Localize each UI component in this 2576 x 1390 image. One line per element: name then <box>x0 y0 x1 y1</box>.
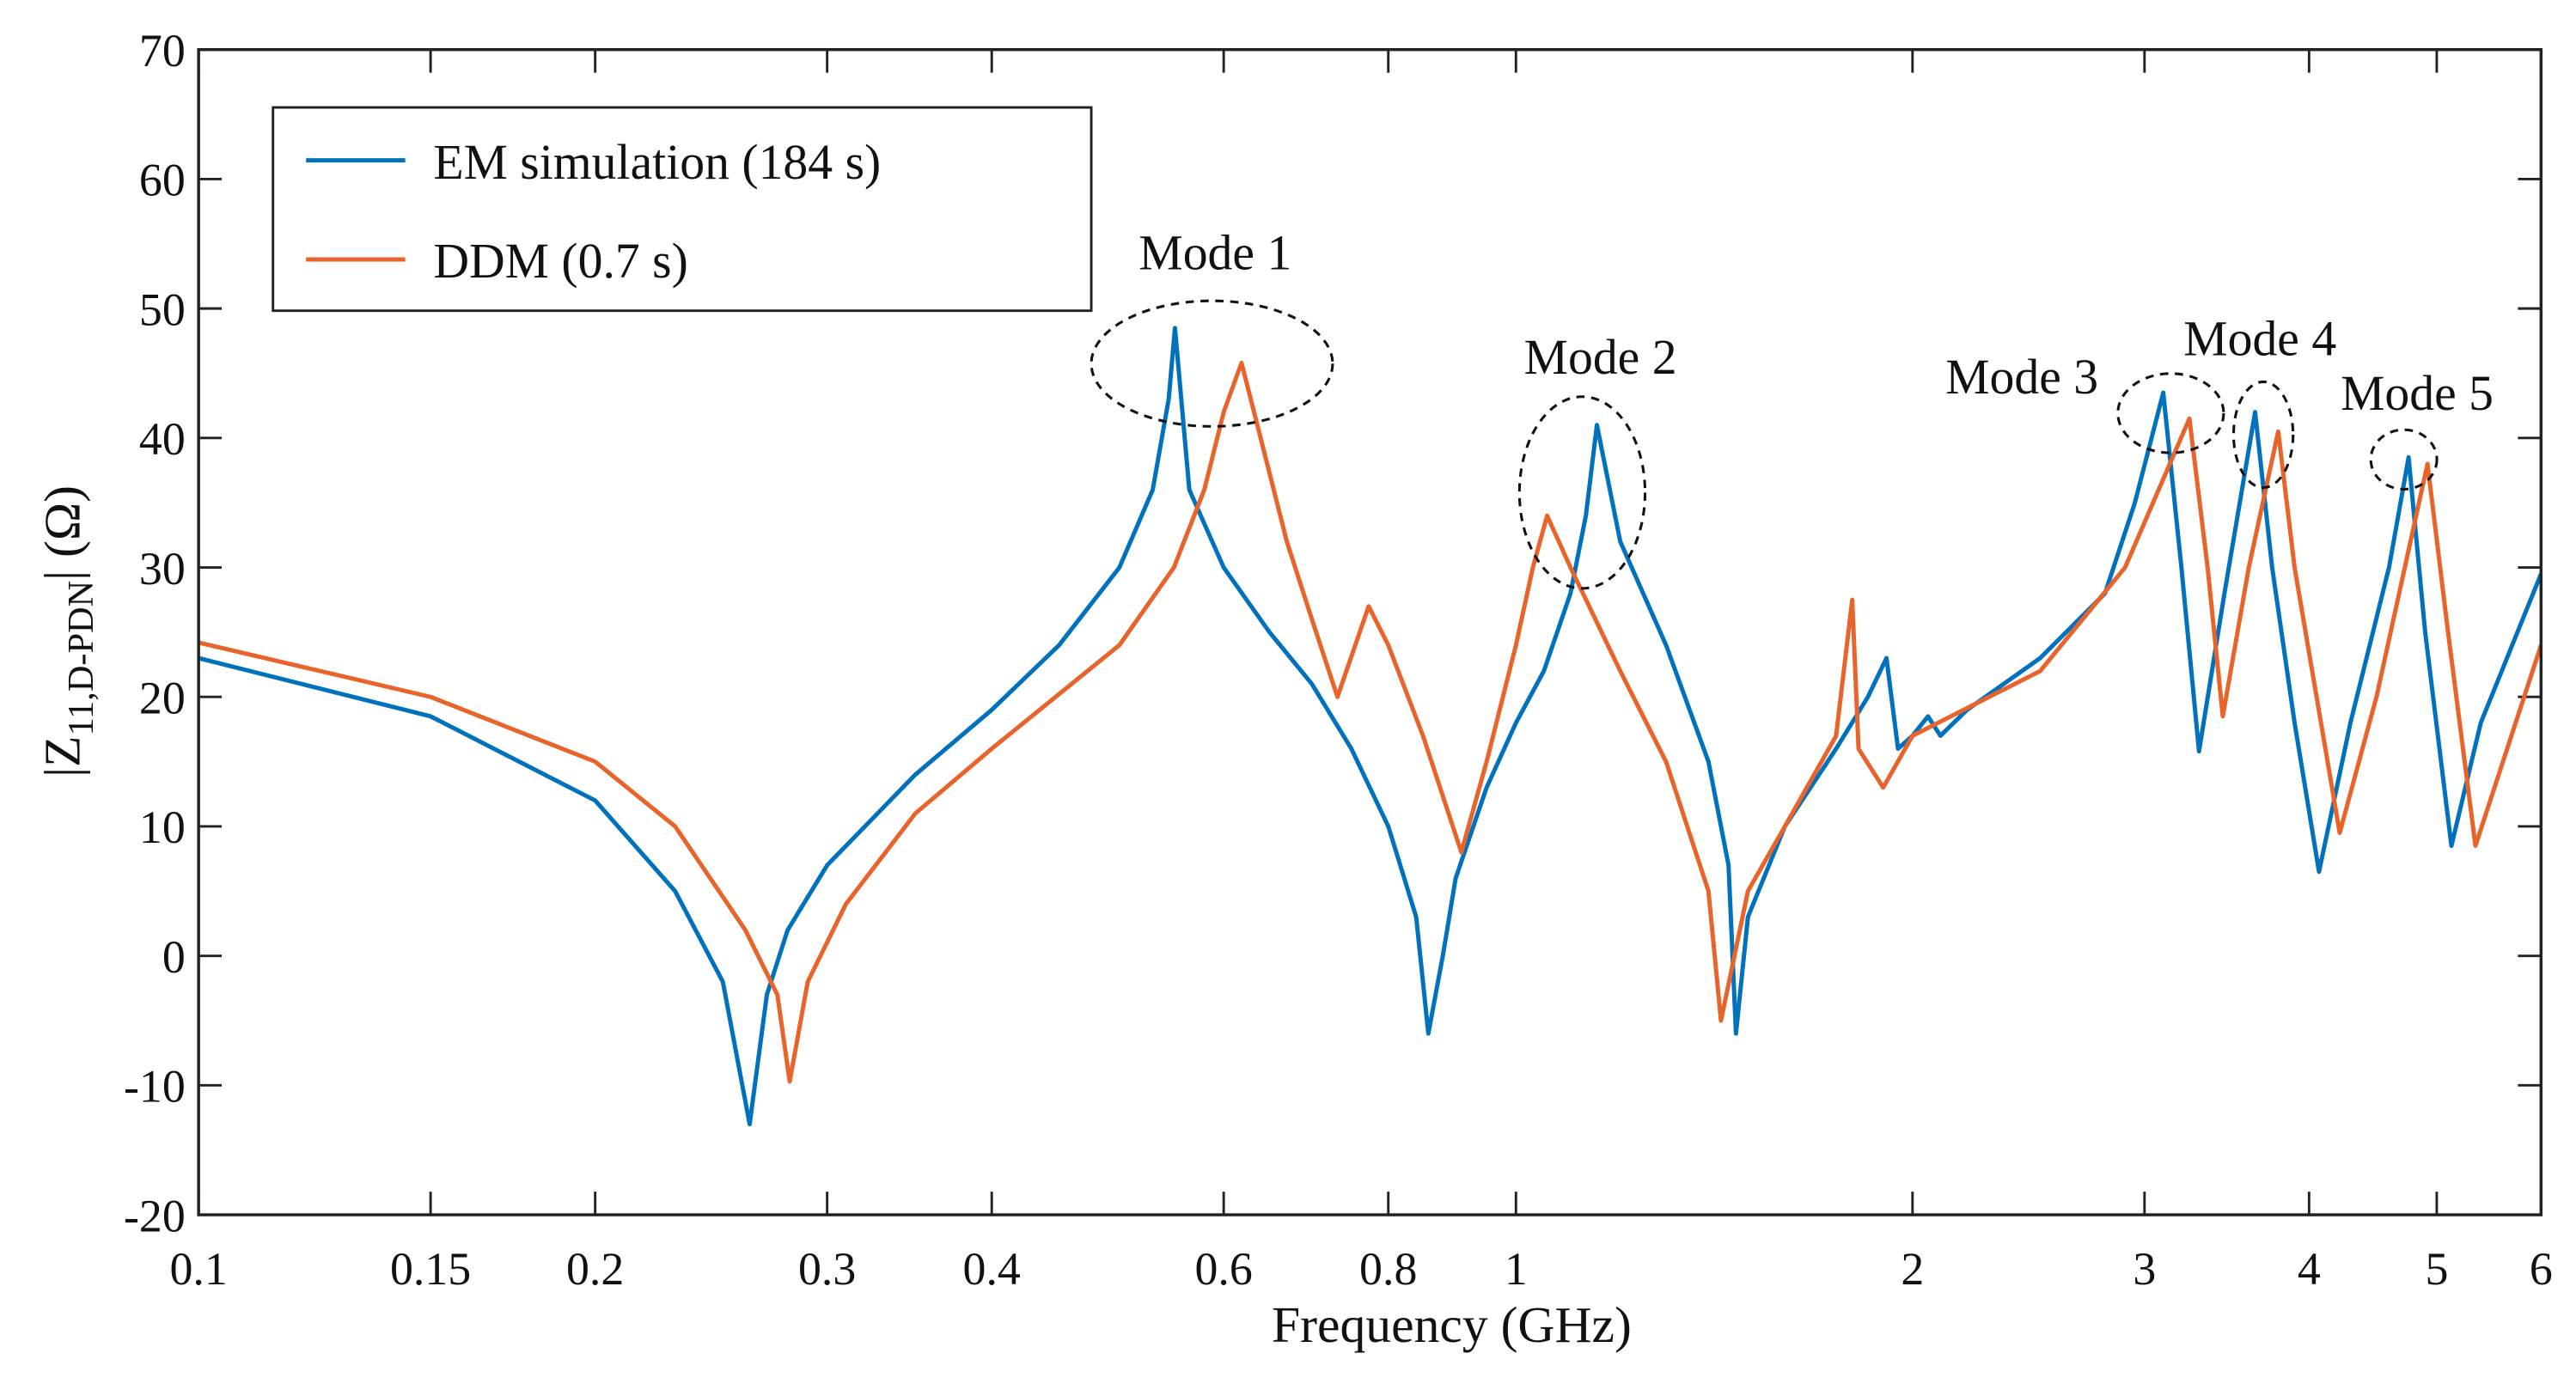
x-tick-label: 6 <box>2530 1243 2553 1295</box>
x-tick-label: 0.3 <box>798 1243 856 1295</box>
x-axis-label: Frequency (GHz) <box>1272 1296 1632 1353</box>
series-line <box>198 360 2542 1084</box>
y-tick-label: -20 <box>124 1190 186 1241</box>
x-tick-label: 3 <box>2133 1243 2156 1295</box>
y-tick-label: 40 <box>139 413 186 465</box>
annotation: Mode 5 <box>2341 367 2494 421</box>
y-tick-label: 50 <box>139 283 186 335</box>
mode-ellipse <box>1517 395 1647 590</box>
annotation: Mode 1 <box>1138 227 1291 281</box>
y-tick-label: 20 <box>139 672 186 723</box>
legend-label: EM simulation (184 s) <box>433 136 881 190</box>
annotation: Mode 4 <box>2183 313 2336 367</box>
series-line <box>198 326 2542 1127</box>
y-tick-label: 0 <box>162 931 186 983</box>
y-tick-label: 60 <box>139 155 186 206</box>
x-tick-label: 0.2 <box>566 1243 624 1295</box>
y-label-main: |Z <box>34 736 91 777</box>
mode-ellipse <box>1090 299 1334 428</box>
x-tick-label: 0.8 <box>1359 1243 1417 1295</box>
mode-ellipse <box>2116 372 2225 454</box>
x-tick-label: 0.6 <box>1195 1243 1253 1295</box>
y-label-sub: 11,D-PDN <box>61 581 101 736</box>
mode-ellipse <box>2231 380 2295 490</box>
y-tick-label: 10 <box>139 802 186 853</box>
x-tick-label: 2 <box>1901 1243 1924 1295</box>
y-label-tail: | (Ω) <box>34 485 91 581</box>
mode-ellipse <box>2369 428 2439 491</box>
x-tick-label: 0.15 <box>390 1243 471 1295</box>
x-tick-label: 4 <box>2298 1243 2321 1295</box>
y-tick-label: -10 <box>124 1061 186 1113</box>
y-axis-label: |Z11,D-PDN| (Ω) <box>34 485 101 777</box>
annotation: Mode 2 <box>1524 331 1677 385</box>
x-tick-label: 0.1 <box>169 1243 227 1295</box>
plot-frame <box>197 47 2543 1216</box>
annotation: Mode 3 <box>1945 351 2098 405</box>
x-tick-label: 1 <box>1505 1243 1528 1295</box>
y-tick-label: 70 <box>139 25 186 76</box>
x-tick-label: 5 <box>2425 1243 2448 1295</box>
legend-box <box>272 106 1093 313</box>
legend-label: DDM (0.7 s) <box>433 235 688 289</box>
y-tick-label: 30 <box>139 543 186 594</box>
x-tick-label: 0.4 <box>963 1243 1021 1295</box>
